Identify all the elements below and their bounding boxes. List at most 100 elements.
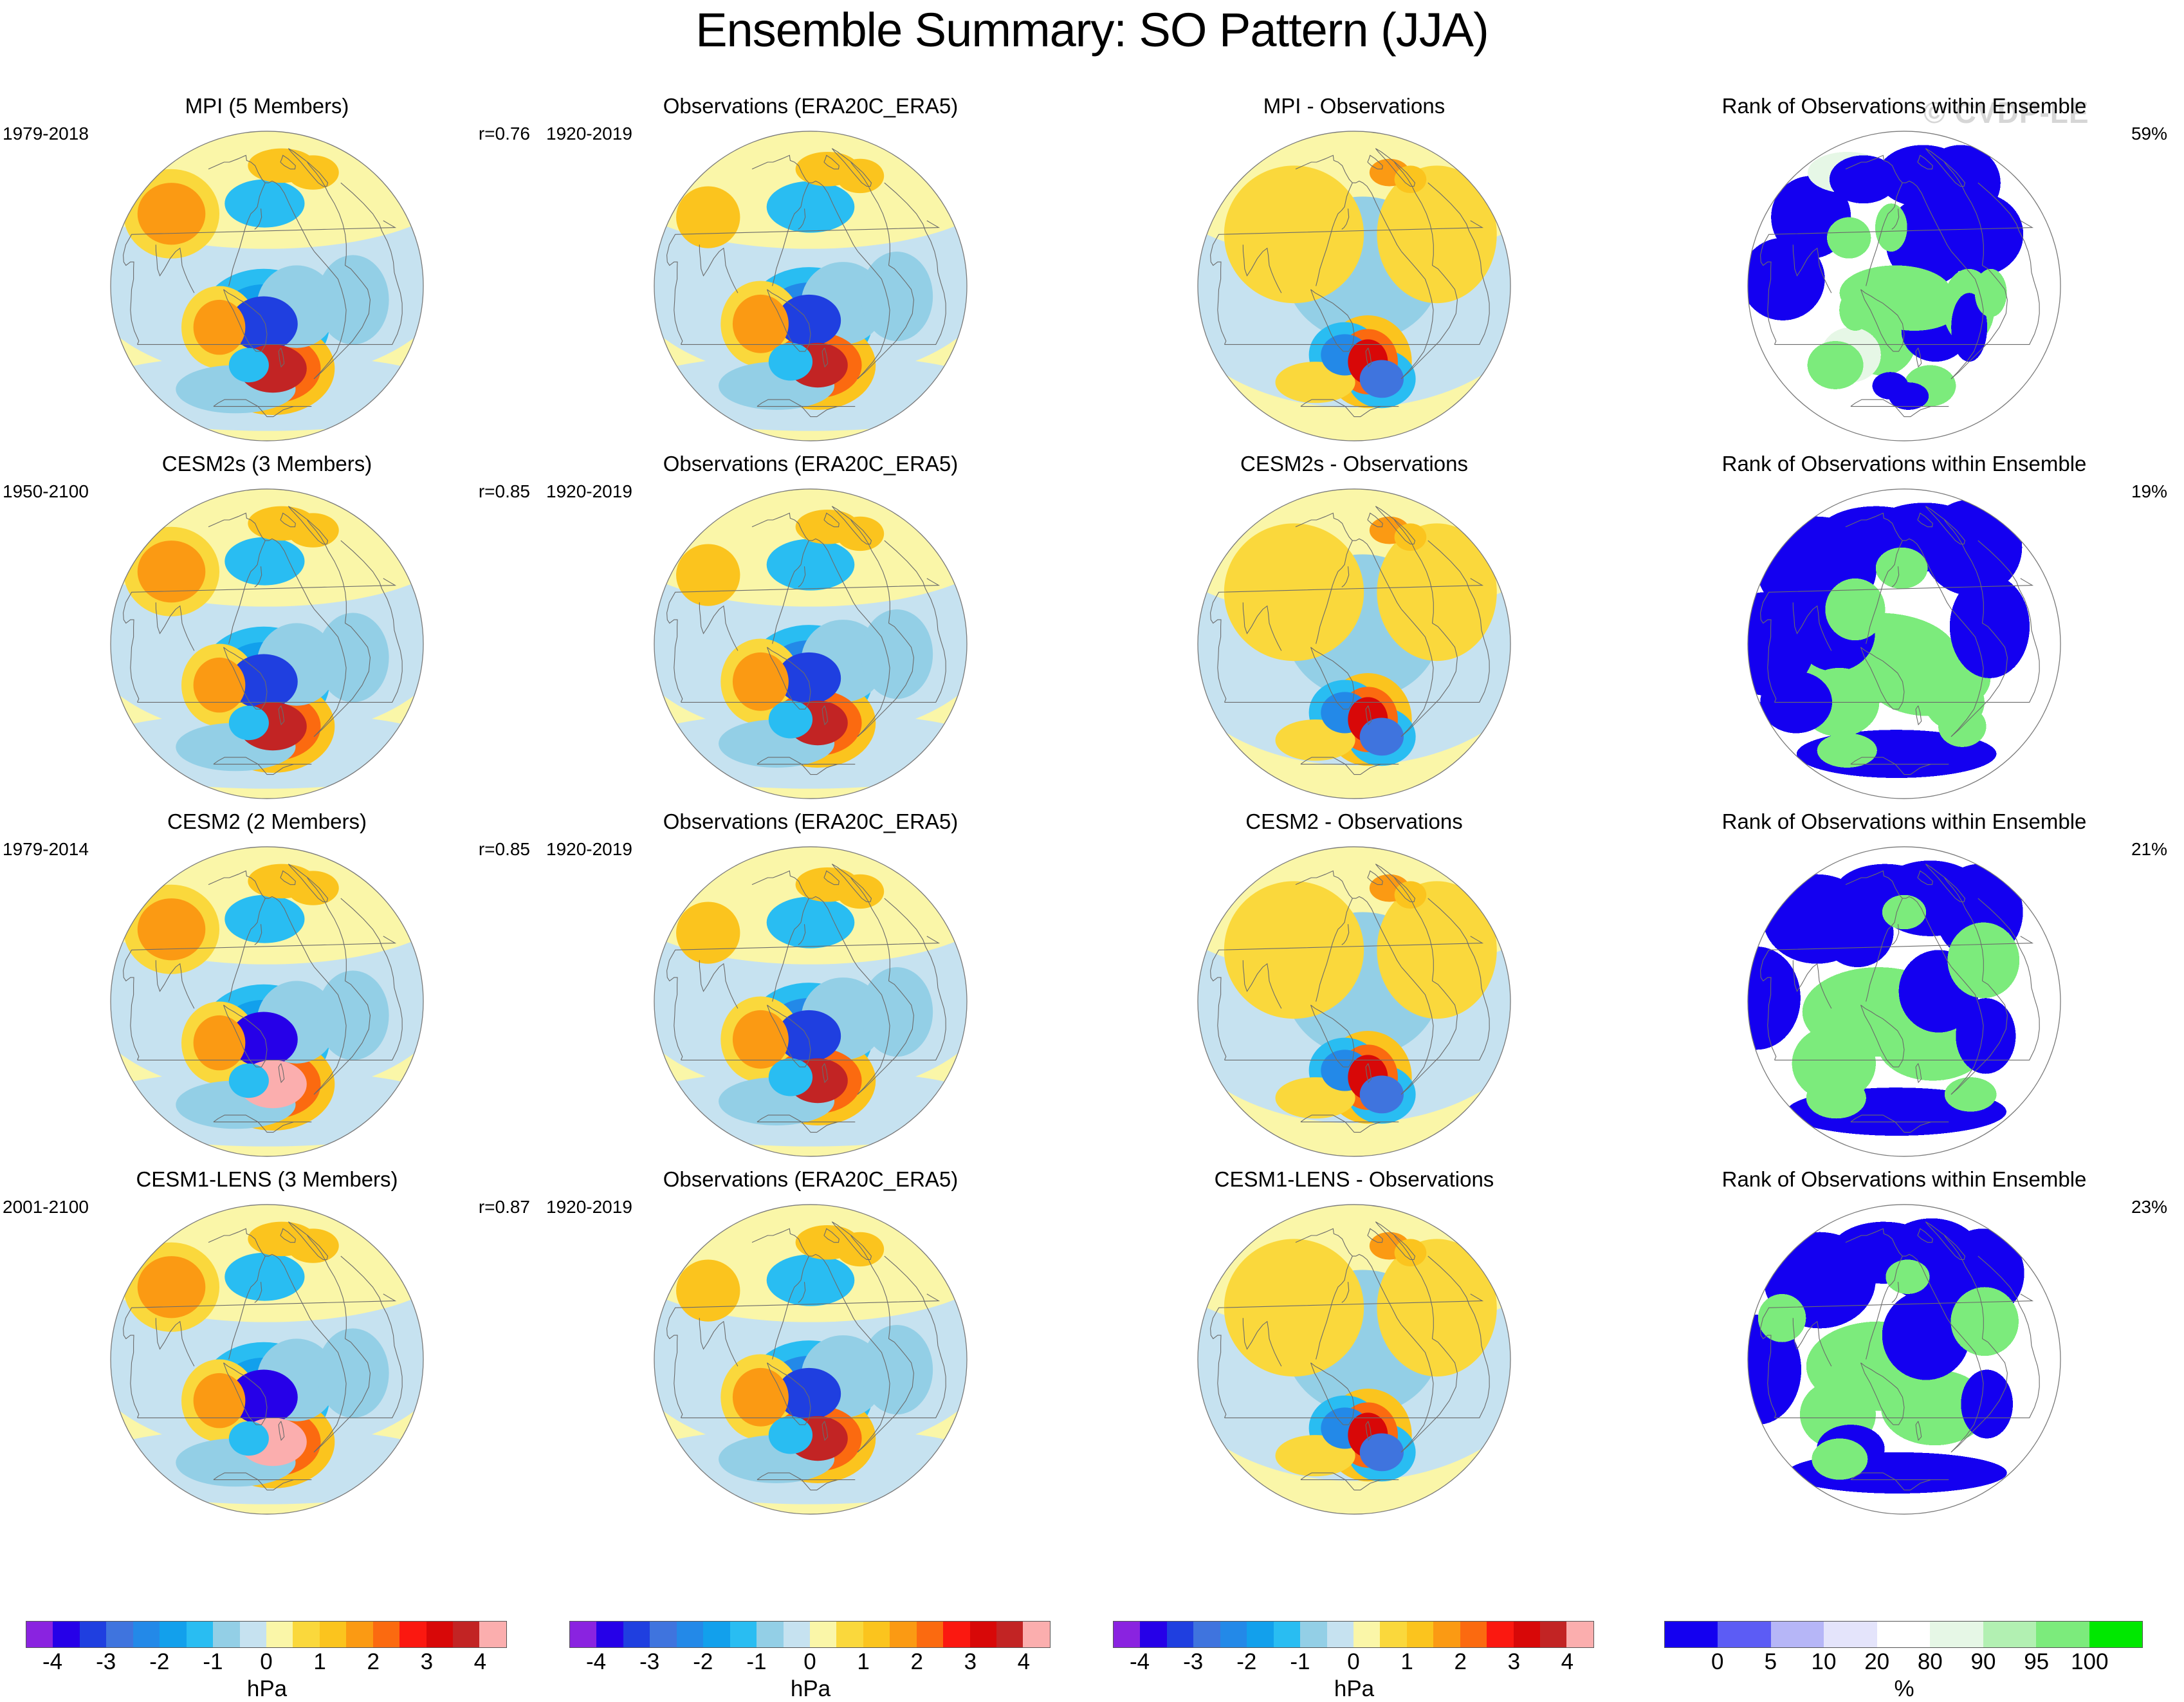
map-panel-model-row4[interactable]: CESM1-LENS (3 Members) 2001-2100 r=0.87: [0, 1167, 534, 1528]
map-panel-model-row2[interactable]: CESM2s (3 Members) 1950-2100 r=0.85: [0, 452, 534, 812]
colorbar-unit: hPa: [1334, 1676, 1375, 1701]
map-panel-model-row1[interactable]: MPI (5 Members) 1979-2018 r=0.76: [0, 94, 534, 454]
map-panel-rank-row2[interactable]: Rank of Observations within Ensemble 19%: [1637, 452, 2171, 812]
map-panel-observations-row2[interactable]: Observations (ERA20C_ERA5) 1920-2019: [544, 452, 1078, 812]
colorbar-tick-label: -4: [42, 1649, 63, 1674]
colorbar-bin: [1406, 1622, 1434, 1647]
cvdp-watermark: © CVDP-LE: [1923, 96, 2089, 129]
colorbar-rank: 0 5 10 20 80 90 95 100 %: [1637, 1587, 2171, 1701]
colorbar-bin: [2089, 1622, 2142, 1647]
map-panel-rank-row1[interactable]: Rank of Observations within Ensemble 59%: [1637, 94, 2171, 454]
colorbar-bin: [1166, 1622, 1194, 1647]
panel-rank-percent: 59%: [2131, 124, 2167, 143]
map-canvas: [0, 481, 534, 806]
map-panel-rank-row4[interactable]: Rank of Observations within Ensemble 23%: [1637, 1167, 2171, 1528]
colorbar-bin: [1193, 1622, 1220, 1647]
map-canvas: [544, 481, 1078, 806]
colorbar-bin: [1824, 1622, 1877, 1647]
colorbar-bin: [730, 1622, 757, 1647]
panel-title: Observations (ERA20C_ERA5): [663, 452, 959, 476]
colorbar-tick-label: 5: [1764, 1649, 1777, 1674]
map-panel-rank-row3[interactable]: Rank of Observations within Ensemble 21%: [1637, 809, 2171, 1170]
colorbar-bin: [570, 1622, 597, 1647]
colorbar-bin: [1770, 1622, 1824, 1647]
colorbar-tick-label: -1: [1290, 1649, 1310, 1674]
panel-title: Rank of Observations within Ensemble: [1721, 1167, 2087, 1191]
colorbar-tick-label: -3: [96, 1649, 116, 1674]
map-panel-difference-row1[interactable]: MPI - Observations: [1087, 94, 1621, 454]
panel-rank-percent: 23%: [2131, 1197, 2167, 1217]
colorbar-tick-label: 10: [1811, 1649, 1837, 1674]
colorbar-strip: [1664, 1621, 2143, 1648]
panel-row: CESM1-LENS (3 Members) 2001-2100 r=0.87 Obs…: [0, 1167, 2184, 1528]
map-canvas: [544, 124, 1078, 449]
panel-period-label: 1920-2019: [546, 124, 632, 143]
map-panel-observations-row4[interactable]: Observations (ERA20C_ERA5) 1920-2019: [544, 1167, 1078, 1528]
colorbar-unit: hPa: [790, 1676, 831, 1701]
panel-title: CESM1-LENS - Observations: [1214, 1167, 1494, 1191]
map-canvas: [1637, 124, 2171, 449]
colorbar-tick-label: 95: [2024, 1649, 2050, 1674]
colorbar-tick-label: 0: [260, 1649, 273, 1674]
panel-period-label: 1979-2018: [3, 124, 89, 143]
colorbar-bin: [1273, 1622, 1301, 1647]
panel-title: MPI (5 Members): [185, 94, 349, 118]
page-title: Ensemble Summary: SO Pattern (JJA): [695, 3, 1489, 57]
colorbar-bin: [2036, 1622, 2089, 1647]
colorbar-bin: [650, 1622, 677, 1647]
colorbar-bin: [26, 1622, 53, 1647]
map-panel-observations-row1[interactable]: Observations (ERA20C_ERA5) 1920-2019: [544, 94, 1078, 454]
colorbar-bin: [623, 1622, 650, 1647]
colorbar-tick-label: -3: [1183, 1649, 1204, 1674]
map-canvas: [1637, 481, 2171, 806]
colorbar-tick-label: 80: [1917, 1649, 1943, 1674]
map-panel-difference-row3[interactable]: CESM2 - Observations: [1087, 809, 1621, 1170]
colorbar-tick-label: -1: [203, 1649, 223, 1674]
panel-title: Observations (ERA20C_ERA5): [663, 94, 959, 118]
colorbar-bin: [399, 1622, 427, 1647]
colorbar-anomaly-3: -4 -3 -2 -1 0 1 2 3 4 hPa: [1087, 1587, 1621, 1701]
colorbar-bin: [106, 1622, 133, 1647]
panel-title: Rank of Observations within Ensemble: [1721, 94, 2087, 118]
panel-period-label: 1920-2019: [546, 481, 632, 501]
colorbar-tick-label: 90: [1970, 1649, 1996, 1674]
colorbar-tick-label: 3: [420, 1649, 434, 1674]
colorbar-tick-label: -4: [1130, 1649, 1150, 1674]
colorbar-bin: [1930, 1622, 1983, 1647]
colorbar-bin: [809, 1622, 837, 1647]
colorbar-tick-label: 1: [1400, 1649, 1413, 1674]
colorbar-tick-label: 4: [1017, 1649, 1031, 1674]
panel-rank-percent: 19%: [2131, 481, 2167, 501]
colorbar-tick-label: 2: [910, 1649, 923, 1674]
colorbar-bin: [943, 1622, 970, 1647]
colorbar-bin: [1540, 1622, 1567, 1647]
map-canvas: [1637, 1197, 2171, 1522]
colorbar-tick-label: 1: [313, 1649, 326, 1674]
colorbar-ticks: 0 5 10 20 80 90 95 100: [1637, 1649, 2171, 1675]
map-panel-model-row3[interactable]: CESM2 (2 Members) 1979-2014 r=0.85: [0, 809, 534, 1170]
colorbar-bin: [757, 1622, 784, 1647]
colorbar-bin: [1487, 1622, 1514, 1647]
map-canvas: [544, 839, 1078, 1164]
map-panel-difference-row2[interactable]: CESM2s - Observations: [1087, 452, 1621, 812]
panel-correlation: r=0.87: [478, 1197, 530, 1217]
colorbar-tick-label: 0: [803, 1649, 816, 1674]
map-panel-observations-row3[interactable]: Observations (ERA20C_ERA5) 1920-2019: [544, 809, 1078, 1170]
colorbar-bin: [426, 1622, 453, 1647]
colorbar-bin: [372, 1622, 400, 1647]
panel-row: MPI (5 Members) 1979-2018 r=0.76 Observatio…: [0, 94, 2184, 454]
colorbar-anomaly-1: -4 -3 -2 -1 0 1 2 3 4 hPa: [0, 1587, 534, 1701]
map-panel-difference-row4[interactable]: CESM1-LENS - Observations: [1087, 1167, 1621, 1528]
colorbar-bin: [1353, 1622, 1381, 1647]
colorbar-bin: [160, 1622, 187, 1647]
panel-title: Rank of Observations within Ensemble: [1721, 452, 2087, 476]
colorbar-bin: [346, 1622, 373, 1647]
colorbar-bin: [1665, 1622, 1718, 1647]
colorbar-bin: [293, 1622, 320, 1647]
colorbar-bin: [1513, 1622, 1540, 1647]
colorbar-bin: [890, 1622, 917, 1647]
colorbar-strip: [26, 1621, 507, 1648]
colorbar-tick-label: 3: [1507, 1649, 1521, 1674]
panel-period-label: 1979-2014: [3, 839, 89, 859]
colorbar-bin: [1433, 1622, 1460, 1647]
